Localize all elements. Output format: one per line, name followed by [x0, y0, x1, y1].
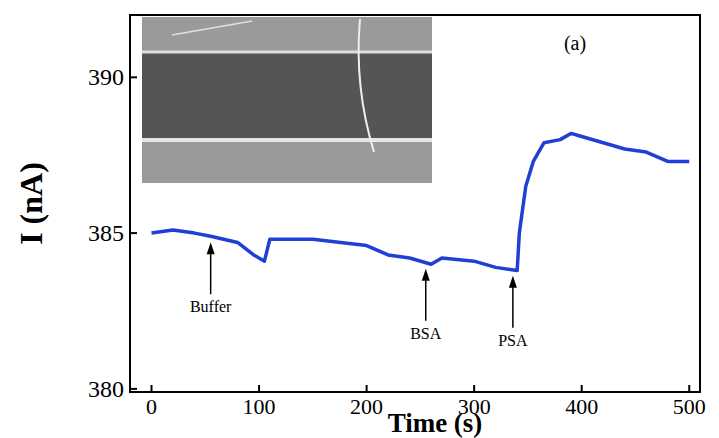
x-tick-label: 0: [146, 394, 157, 419]
inset-edge: [142, 51, 432, 54]
chart: 0100200300400500380385390Time (s)I (nA)(…: [0, 0, 719, 438]
annotation-arrowhead: [422, 269, 430, 281]
x-tick-label: 400: [565, 394, 598, 419]
x-tick-label: 200: [350, 394, 383, 419]
inset-image: [142, 17, 432, 183]
x-tick: [473, 385, 475, 392]
annotation-text: BSA: [410, 325, 442, 342]
inset-edge: [142, 138, 432, 142]
annotation-arrowhead: [207, 242, 215, 254]
y-tick-label: 380: [88, 376, 124, 402]
annotations: Buffer BSA PSA: [190, 242, 528, 349]
annotation-arrowhead: [509, 276, 517, 288]
inset-wire: [172, 21, 252, 35]
annotation-arrow: [425, 279, 427, 321]
panel-label: (a): [564, 32, 586, 55]
y-tick-label: 390: [88, 64, 124, 90]
y-tick-label: 385: [88, 220, 124, 246]
x-tick-label: 100: [243, 394, 276, 419]
y-axis-title: I (nA): [13, 162, 49, 245]
y-tick: [130, 232, 137, 234]
x-tick: [151, 385, 153, 392]
x-tick: [581, 385, 583, 392]
x-axis-title: Time (s): [388, 408, 483, 438]
annotation-arrow: [210, 252, 212, 294]
series-line: [152, 133, 690, 270]
annotation-arrow: [512, 286, 514, 328]
plot-frame: [130, 15, 700, 392]
inset-wire: [359, 19, 374, 152]
y-tick: [130, 76, 137, 78]
x-tick-label: 500: [673, 394, 706, 419]
inset-band: [142, 52, 432, 140]
x-tick: [688, 385, 690, 392]
x-tick: [366, 385, 368, 392]
annotation-text: Buffer: [190, 298, 232, 315]
x-tick: [258, 385, 260, 392]
annotation-text: PSA: [498, 332, 528, 349]
y-tick: [130, 388, 137, 390]
